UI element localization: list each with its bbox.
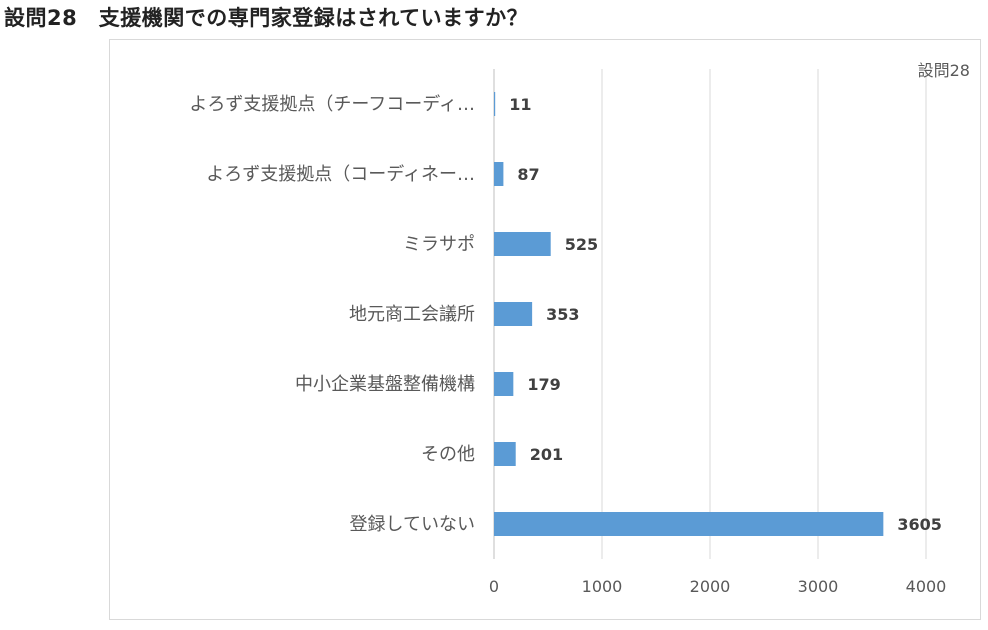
legend-label: 設問28 <box>918 61 970 80</box>
category-label: 登録していない <box>350 514 475 535</box>
category-label: 中小企業基盤整備機構 <box>295 374 475 395</box>
bar <box>494 232 551 256</box>
category-label: その他 <box>421 444 475 465</box>
category-label: よろず支援拠点（コーディネー… <box>206 164 475 185</box>
x-tick-label: 1000 <box>582 577 623 596</box>
bar <box>494 442 516 466</box>
category-label: ミラサポ <box>403 234 475 255</box>
bar <box>494 162 504 186</box>
data-label: 353 <box>546 305 579 324</box>
category-label: よろず支援拠点（チーフコーディ… <box>189 94 475 115</box>
data-label: 87 <box>517 165 539 184</box>
bar <box>494 302 533 326</box>
page-title: 設問28 支援機関での専門家登録はされていますか？ <box>4 6 529 30</box>
x-tick-label: 4000 <box>906 577 947 596</box>
bar <box>494 512 884 536</box>
data-label: 525 <box>565 235 598 254</box>
x-tick-label: 3000 <box>798 577 839 596</box>
data-label: 3605 <box>897 515 942 534</box>
data-label: 179 <box>527 375 560 394</box>
x-tick-label: 0 <box>489 577 499 596</box>
x-tick-label: 2000 <box>690 577 731 596</box>
bar <box>494 372 514 396</box>
bar <box>494 92 496 116</box>
category-label: 地元商工会議所 <box>349 304 475 325</box>
data-label: 11 <box>509 95 531 114</box>
data-label: 201 <box>530 445 563 464</box>
chart-area <box>109 39 981 620</box>
